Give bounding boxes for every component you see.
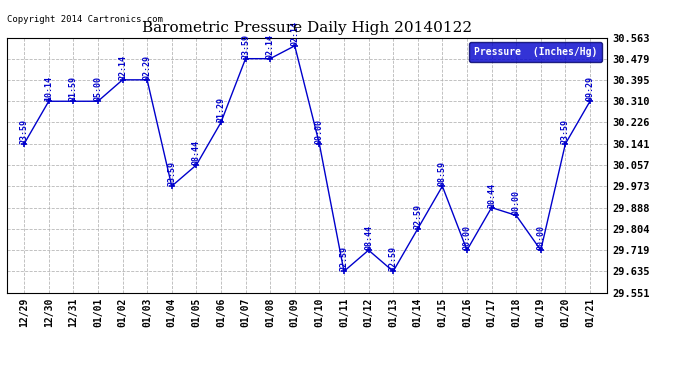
Text: 08:44: 08:44 <box>364 225 373 250</box>
Text: Copyright 2014 Cartronics.com: Copyright 2014 Cartronics.com <box>7 15 163 24</box>
Text: 00:00: 00:00 <box>536 225 545 250</box>
Legend: Pressure  (Inches/Hg): Pressure (Inches/Hg) <box>469 42 602 62</box>
Text: 02:14: 02:14 <box>290 21 299 46</box>
Text: 23:59: 23:59 <box>167 161 176 186</box>
Text: 09:29: 09:29 <box>586 76 595 101</box>
Text: 02:29: 02:29 <box>143 55 152 80</box>
Text: 20:44: 20:44 <box>487 183 496 208</box>
Text: 05:00: 05:00 <box>93 76 102 101</box>
Text: 10:14: 10:14 <box>44 76 53 101</box>
Text: 00:00: 00:00 <box>462 225 471 250</box>
Text: 22:59: 22:59 <box>339 246 348 272</box>
Text: 23:59: 23:59 <box>561 119 570 144</box>
Text: 22:59: 22:59 <box>388 246 397 272</box>
Text: 00:00: 00:00 <box>315 119 324 144</box>
Text: 21:29: 21:29 <box>217 98 226 122</box>
Text: 08:44: 08:44 <box>192 140 201 165</box>
Text: 22:59: 22:59 <box>413 204 422 229</box>
Text: 00:00: 00:00 <box>512 190 521 215</box>
Text: 23:59: 23:59 <box>19 119 28 144</box>
Title: Barometric Pressure Daily High 20140122: Barometric Pressure Daily High 20140122 <box>142 21 472 35</box>
Text: 08:59: 08:59 <box>438 161 447 186</box>
Text: 23:59: 23:59 <box>241 34 250 58</box>
Text: 21:59: 21:59 <box>69 76 78 101</box>
Text: 02:14: 02:14 <box>266 34 275 58</box>
Text: 22:14: 22:14 <box>118 55 127 80</box>
